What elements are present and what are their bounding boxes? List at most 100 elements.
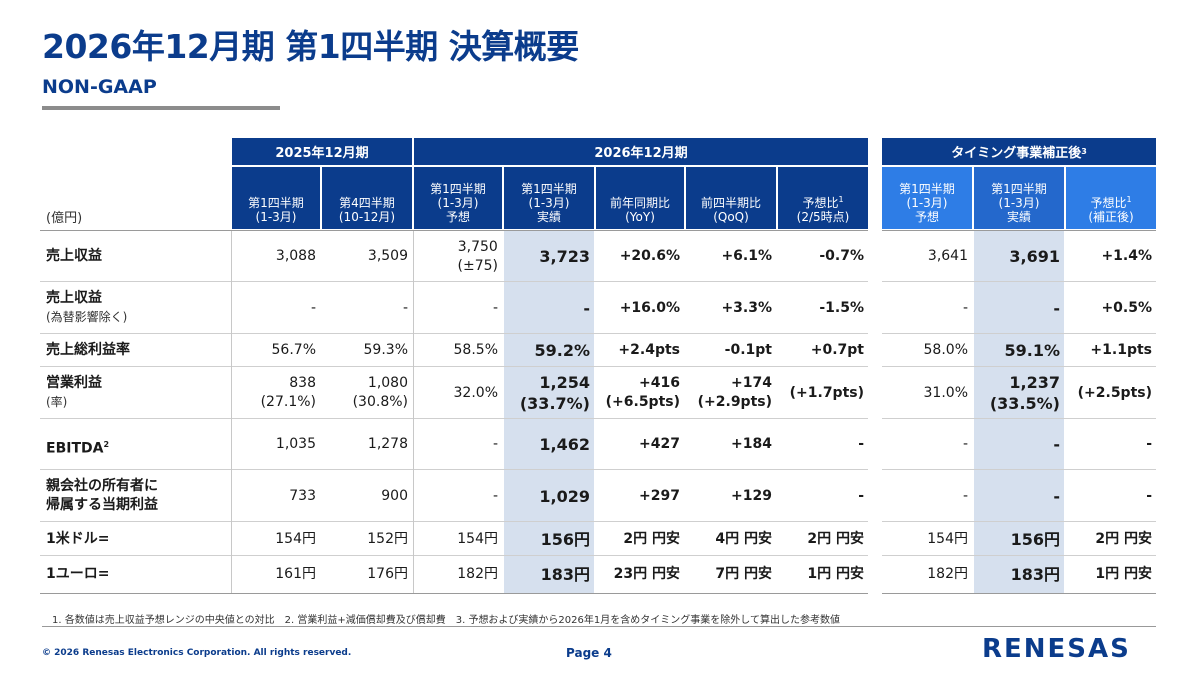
table-cell: +184 bbox=[731, 436, 772, 452]
table-cell: - bbox=[492, 487, 498, 504]
table-cell: 3,691 bbox=[1009, 247, 1060, 266]
table-cell: 2円 円安 bbox=[807, 530, 864, 547]
table-cell: - bbox=[962, 299, 968, 316]
group-header-fy2025: 2025年12月期 bbox=[232, 138, 412, 165]
table-cell: 183円 bbox=[1010, 565, 1060, 584]
row-divider bbox=[882, 366, 1156, 367]
table-cell: 1,278 bbox=[367, 436, 408, 452]
table-cell: 3,509 bbox=[367, 248, 408, 264]
footer-divider bbox=[42, 626, 1156, 627]
table-cell: +129 bbox=[731, 487, 772, 504]
column-divider bbox=[231, 231, 232, 593]
table-cell: - bbox=[1053, 435, 1060, 454]
group-header-timing-sup: 3 bbox=[1081, 147, 1087, 156]
copyright: © 2026 Renesas Electronics Corporation. … bbox=[42, 648, 352, 658]
table-cell: - bbox=[1146, 487, 1152, 504]
table-cell: 161円 bbox=[275, 566, 316, 582]
group-header-timing: タイミング事業補正後 3 bbox=[882, 138, 1156, 165]
table-cell: 1円 円安 bbox=[807, 566, 864, 582]
table-cell: 1,237 (33.5%) bbox=[989, 373, 1060, 413]
table-cell: 59.2% bbox=[534, 341, 590, 360]
table-cell: 3,641 bbox=[927, 248, 968, 264]
table-cell: 154円 bbox=[457, 530, 498, 547]
table-cell: +0.7pt bbox=[810, 342, 864, 358]
footnotes: 1. 各数値は売上収益予想レンジの中央値との対比 2. 営業利益+減価償却費及び… bbox=[52, 615, 840, 626]
table-cell: 3,750 (±75) bbox=[457, 238, 498, 274]
row-label-5: 親会社の所有者に 帰属する当期利益 bbox=[46, 478, 158, 513]
row-divider bbox=[40, 469, 868, 470]
table-cell: - bbox=[858, 487, 864, 504]
table-cell: - bbox=[962, 436, 968, 452]
table-cell: - bbox=[310, 299, 316, 316]
table-cell: 1,029 bbox=[539, 486, 590, 506]
table-cell: - bbox=[1053, 486, 1060, 506]
table-cell: 1,462 bbox=[539, 435, 590, 454]
row-divider bbox=[882, 593, 1156, 594]
row-divider bbox=[882, 555, 1156, 556]
table-cell: - bbox=[492, 436, 498, 452]
row-divider bbox=[40, 521, 868, 522]
table-cell: -0.7% bbox=[819, 248, 864, 264]
row-divider bbox=[40, 418, 868, 419]
table-cell: 2円 円安 bbox=[1095, 530, 1152, 547]
row-label-3: 営業利益 (率) bbox=[46, 375, 102, 409]
table-cell: - bbox=[858, 436, 864, 452]
table-cell: 733 bbox=[289, 487, 316, 504]
title-underline bbox=[42, 106, 280, 110]
row-divider bbox=[40, 555, 868, 556]
table-cell: -0.1pt bbox=[724, 342, 772, 358]
column-header-3: 第1四半期 (1-3月) 実績 bbox=[504, 167, 594, 229]
table-cell: 32.0% bbox=[453, 384, 498, 401]
table-cell: - bbox=[1053, 298, 1060, 318]
table-cell: 154円 bbox=[927, 530, 968, 547]
column-header-4: 前年同期比 (YoY) bbox=[596, 167, 684, 229]
table-cell: +1.1pts bbox=[1090, 342, 1152, 358]
row-divider bbox=[882, 333, 1156, 334]
table-cell: 2円 円安 bbox=[623, 530, 680, 547]
row-label-4: EBITDA2 bbox=[46, 440, 110, 457]
table-cell: +3.3% bbox=[721, 299, 772, 316]
table-cell: 900 bbox=[381, 487, 408, 504]
table-cell: 176円 bbox=[367, 566, 408, 582]
actual-shade-col-3 bbox=[504, 231, 594, 593]
table-cell: 59.3% bbox=[363, 342, 408, 358]
row-label-6: 1米ドル= bbox=[46, 530, 110, 547]
table-cell: 1,254 (33.7%) bbox=[519, 373, 590, 413]
row-divider bbox=[882, 230, 1156, 231]
row-divider bbox=[882, 521, 1156, 522]
column-header-9: 予想比1 (補正後) bbox=[1066, 167, 1156, 229]
row-divider bbox=[40, 366, 868, 367]
row-label-0: 売上収益 bbox=[46, 248, 102, 264]
table-cell: - bbox=[1146, 436, 1152, 452]
table-cell: 58.5% bbox=[453, 342, 498, 358]
table-cell: 182円 bbox=[927, 566, 968, 582]
table-cell: (+1.7pts) bbox=[789, 384, 864, 401]
table-cell: 56.7% bbox=[271, 342, 316, 358]
table-cell: +174 (+2.9pts) bbox=[697, 375, 772, 410]
row-divider bbox=[882, 281, 1156, 282]
row-label-2: 売上総利益率 bbox=[46, 342, 130, 358]
page-number: Page 4 bbox=[566, 646, 612, 660]
row-divider bbox=[882, 469, 1156, 470]
group-header-fy2026: 2026年12月期 bbox=[414, 138, 868, 165]
table-cell: +297 bbox=[639, 487, 680, 504]
column-header-7: 第1四半期 (1-3月) 予想 bbox=[882, 167, 972, 229]
table-cell: - bbox=[962, 487, 968, 504]
table-cell: (+2.5pts) bbox=[1077, 384, 1152, 401]
table-cell: 58.0% bbox=[923, 342, 968, 358]
table-cell: - bbox=[583, 298, 590, 318]
table-cell: 4円 円安 bbox=[715, 530, 772, 547]
column-header-1: 第4四半期 (10-12月) bbox=[322, 167, 412, 229]
row-divider bbox=[40, 593, 868, 594]
table-cell: 182円 bbox=[457, 566, 498, 582]
table-cell: +416 (+6.5pts) bbox=[605, 375, 680, 410]
table-cell: - bbox=[402, 299, 408, 316]
row-divider bbox=[40, 281, 868, 282]
row-divider bbox=[882, 418, 1156, 419]
row-divider bbox=[40, 333, 868, 334]
table-cell: 154円 bbox=[275, 530, 316, 547]
table-cell: 1,035 bbox=[275, 436, 316, 452]
actual-shade-col-8 bbox=[974, 231, 1064, 593]
column-header-5: 前四半期比 (QoQ) bbox=[686, 167, 776, 229]
page-title: 2026年12月期 第1四半期 決算概要 bbox=[42, 27, 579, 66]
